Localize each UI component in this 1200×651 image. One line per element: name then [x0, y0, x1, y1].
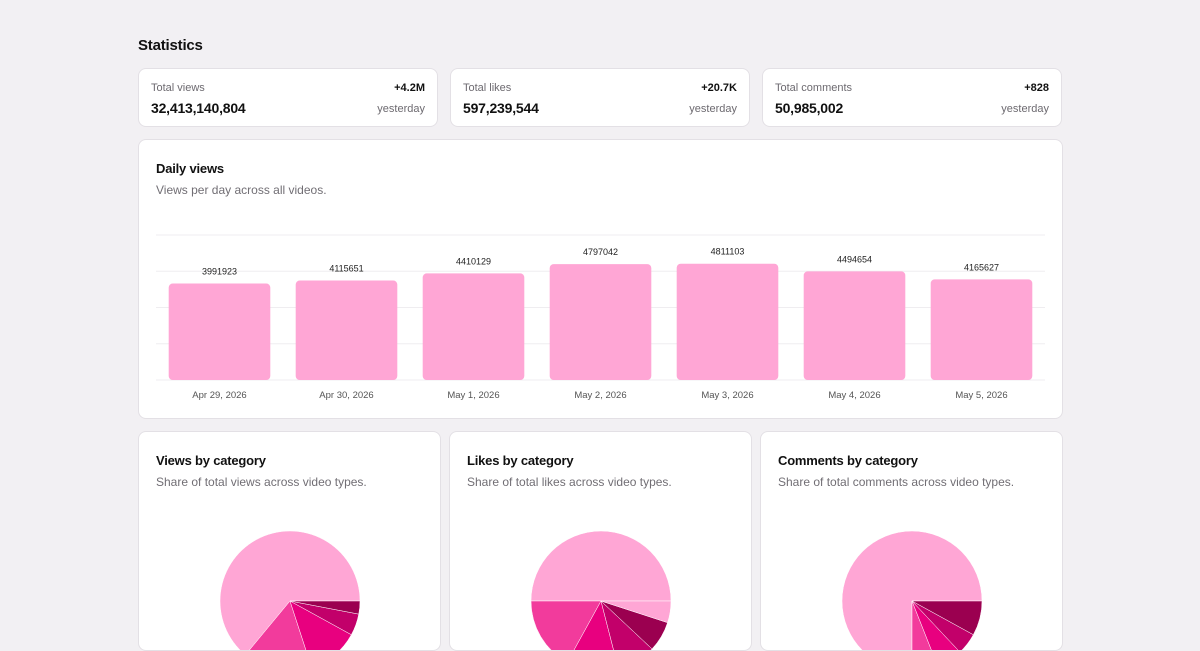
card-title: Comments by category — [778, 453, 918, 468]
bar — [803, 271, 906, 380]
x-tick-label: May 2, 2026 — [574, 390, 626, 401]
bar — [930, 279, 1033, 380]
x-tick-label: May 1, 2026 — [447, 390, 499, 401]
stat-period: yesterday — [689, 103, 737, 115]
bar-value-label: 4797042 — [583, 247, 618, 257]
stat-label: Total views — [151, 82, 205, 94]
bar — [549, 264, 652, 380]
x-tick-label: Apr 29, 2026 — [192, 390, 246, 401]
daily-views-card: Daily views Views per day across all vid… — [138, 139, 1063, 419]
views-by-category-card: Views by category Share of total views a… — [138, 431, 441, 651]
bar — [295, 280, 398, 380]
bar-value-label: 4494654 — [837, 254, 872, 264]
pie-slice — [841, 530, 983, 650]
pie-slice — [219, 530, 361, 650]
card-subtitle: Views per day across all videos. — [156, 183, 327, 197]
stat-delta: +20.7K — [701, 82, 737, 94]
likes-by-category-card: Likes by category Share of total likes a… — [449, 431, 752, 651]
stat-period: yesterday — [377, 103, 425, 115]
comments-by-category-card: Comments by category Share of total comm… — [760, 431, 1063, 651]
bar-value-label: 4115651 — [329, 264, 363, 274]
stat-card-views: Total views 32,413,140,804 +4.2M yesterd… — [138, 68, 438, 127]
bar-value-label: 4410129 — [456, 256, 491, 266]
stat-value: 32,413,140,804 — [151, 100, 246, 116]
pie-slice — [289, 600, 361, 615]
stat-delta: +4.2M — [394, 82, 425, 94]
page-title: Statistics — [138, 37, 203, 54]
likes-pie-chart — [530, 530, 672, 650]
bar-value-label: 4811103 — [711, 247, 745, 257]
bar — [676, 263, 779, 380]
bar-value-label: 4165627 — [964, 262, 999, 272]
x-tick-label: May 4, 2026 — [828, 390, 880, 401]
card-title: Likes by category — [467, 453, 574, 468]
pie-slice — [530, 530, 672, 602]
stat-card-likes: Total likes 597,239,544 +20.7K yesterday — [450, 68, 750, 127]
pie-slice — [600, 600, 672, 623]
bar-value-label: 3991923 — [202, 267, 237, 277]
card-subtitle: Share of total comments across video typ… — [778, 475, 1015, 489]
stat-label: Total comments — [775, 82, 853, 94]
stat-label: Total likes — [463, 82, 512, 94]
stat-delta: +828 — [1024, 82, 1049, 94]
stat-period: yesterday — [1001, 103, 1049, 115]
card-subtitle: Share of total views across video types. — [156, 475, 367, 489]
stat-value: 597,239,544 — [463, 100, 539, 116]
stat-value: 50,985,002 — [775, 100, 844, 116]
views-pie-chart — [219, 530, 361, 650]
bar — [422, 273, 525, 380]
x-tick-label: Apr 30, 2026 — [319, 390, 373, 401]
x-tick-label: May 3, 2026 — [701, 390, 753, 401]
card-title: Views by category — [156, 453, 266, 468]
daily-views-chart: 3991923 Apr 29, 2026 4115651 Apr 30, 2026 44… — [156, 234, 1045, 401]
bar — [168, 283, 271, 380]
card-title: Daily views — [156, 161, 224, 176]
stat-card-comments: Total comments 50,985,002 +828 yesterday — [762, 68, 1062, 127]
comments-pie-chart — [841, 530, 983, 650]
card-subtitle: Share of total likes across video types. — [467, 475, 672, 489]
x-tick-label: May 5, 2026 — [955, 390, 1007, 401]
